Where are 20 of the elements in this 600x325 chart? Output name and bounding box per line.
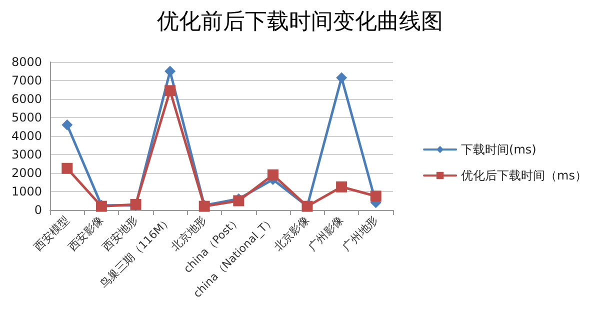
y-tick-label: 7000 [11, 74, 42, 88]
y-tick-label: 8000 [11, 55, 42, 69]
y-tick-label: 5000 [11, 110, 42, 124]
y-tick-label: 4000 [11, 129, 42, 143]
y-tick-label: 2000 [11, 166, 42, 180]
point [336, 181, 348, 192]
y-tick-label: 0 [34, 203, 42, 217]
point [336, 72, 348, 84]
y-tick-label: 1000 [11, 184, 42, 198]
point [62, 119, 73, 130]
point [164, 85, 176, 96]
legend-label: 下载时间(ms) [461, 142, 536, 156]
y-tick-label: 3000 [11, 148, 42, 162]
point [164, 66, 176, 77]
y-tick-label: 6000 [11, 92, 42, 106]
chart-title: 优化前后下载时间变化曲线图 [157, 10, 443, 34]
point [267, 169, 278, 180]
legend-label: 优化后下载时间（ms） [461, 168, 588, 182]
point [62, 162, 73, 174]
point [370, 190, 382, 202]
